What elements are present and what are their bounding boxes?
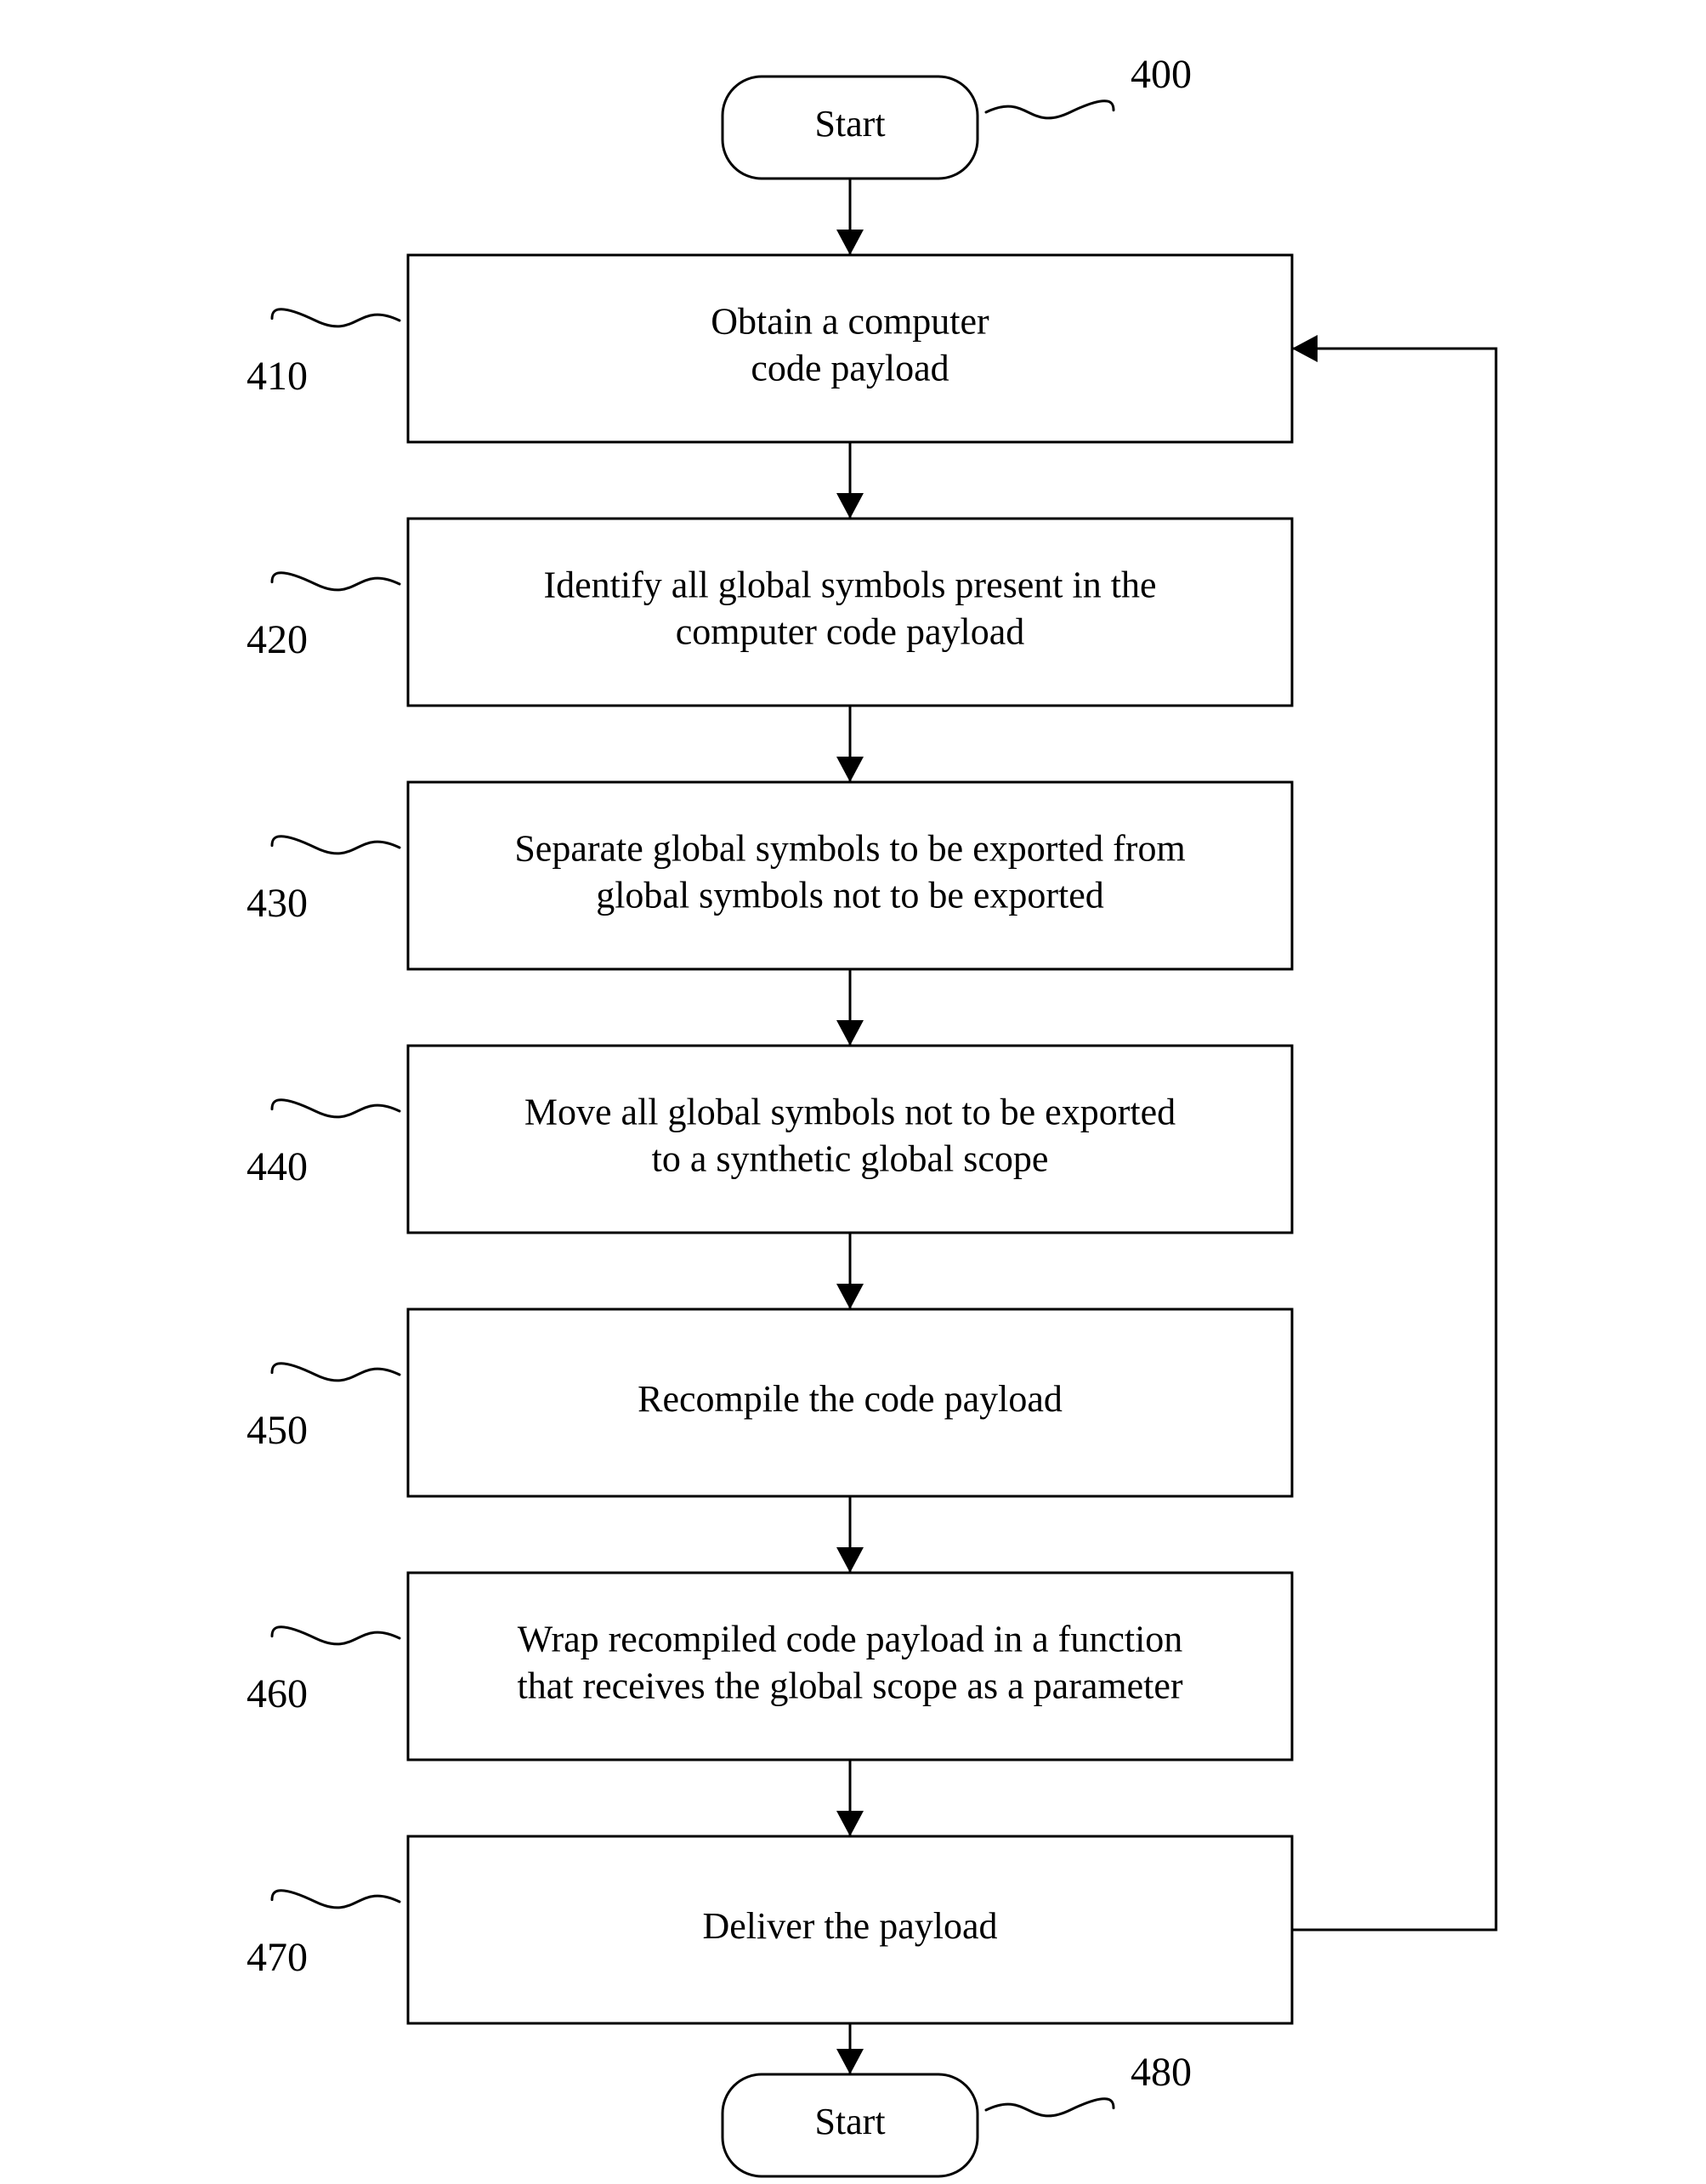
ref-connector	[986, 2099, 1114, 2116]
terminal-end: Start 480	[723, 2050, 1192, 2176]
ref-number: 460	[247, 1671, 308, 1716]
arrowhead-icon	[836, 1020, 864, 1046]
arrowhead-icon	[836, 230, 864, 255]
arrowhead-icon	[1292, 335, 1318, 362]
ref-connector	[272, 573, 400, 590]
ref-connector	[272, 1627, 400, 1644]
node-label: Deliver the payload	[703, 1905, 998, 1947]
ref-number: 480	[1131, 2050, 1192, 2095]
ref-connector	[272, 1891, 400, 1908]
arrowhead-icon	[836, 1547, 864, 1573]
node-label: Start	[814, 2101, 885, 2142]
node-label: Identify all global symbols present in t…	[544, 564, 1157, 606]
ref-number: 400	[1131, 52, 1192, 97]
ref-number: 450	[247, 1408, 308, 1453]
node-label: Start	[814, 103, 885, 145]
ref-connector	[272, 1364, 400, 1381]
ref-connector	[986, 101, 1114, 118]
node-label: Separate global symbols to be exported f…	[514, 828, 1185, 870]
node-label: that receives the global scope as a para…	[517, 1665, 1182, 1707]
process-n450: Recompile the code payload 450	[247, 1309, 1292, 1496]
ref-number: 420	[247, 617, 308, 662]
ref-number: 410	[247, 354, 308, 399]
arrowhead-icon	[836, 1284, 864, 1309]
ref-number: 440	[247, 1144, 308, 1189]
node-label: code payload	[751, 348, 949, 389]
node-label: computer code payload	[676, 611, 1025, 653]
edge-loopback	[1292, 349, 1496, 1930]
terminal-start: Start 400	[723, 52, 1192, 179]
node-label: Wrap recompiled code payload in a functi…	[518, 1619, 1183, 1660]
arrowhead-icon	[836, 2049, 864, 2074]
ref-number: 430	[247, 881, 308, 926]
node-label: global symbols not to be exported	[596, 875, 1104, 916]
process-n440: Move all global symbols not to be export…	[247, 1046, 1292, 1233]
arrowhead-icon	[836, 757, 864, 782]
process-n410: Obtain a computer code payload 410	[247, 255, 1292, 442]
ref-number: 470	[247, 1935, 308, 1980]
process-n460: Wrap recompiled code payload in a functi…	[247, 1573, 1292, 1760]
arrowhead-icon	[836, 1811, 864, 1836]
node-label: to a synthetic global scope	[652, 1138, 1049, 1180]
process-n470: Deliver the payload 470	[247, 1836, 1292, 2023]
ref-connector	[272, 837, 400, 854]
flowchart: Start 400 Obtain a computer code payload 410…	[0, 0, 1706, 2184]
arrowhead-icon	[836, 493, 864, 519]
ref-connector	[272, 309, 400, 326]
process-n420: Identify all global symbols present in t…	[247, 519, 1292, 706]
node-label: Obtain a computer	[711, 301, 989, 343]
node-label: Recompile the code payload	[638, 1378, 1063, 1420]
process-n430: Separate global symbols to be exported f…	[247, 782, 1292, 969]
node-label: Move all global symbols not to be export…	[524, 1092, 1176, 1133]
ref-connector	[272, 1100, 400, 1117]
